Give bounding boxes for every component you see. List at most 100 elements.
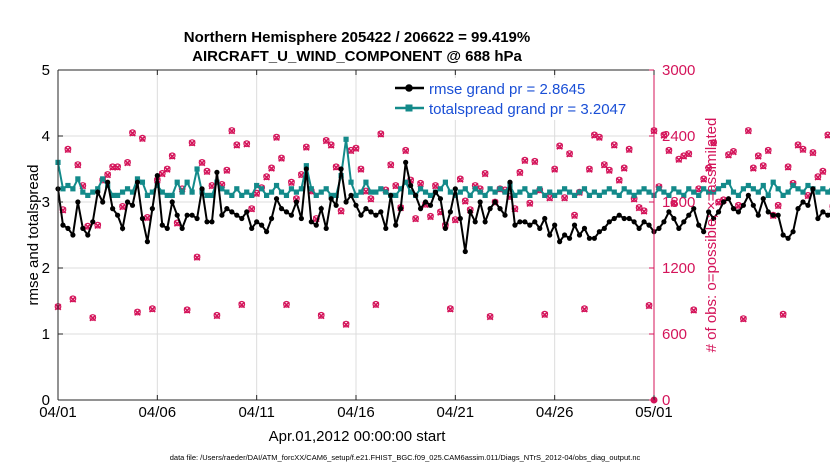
rmse-point (293, 199, 299, 205)
totalspread-point (298, 186, 304, 192)
obs-assimilated-point (372, 301, 380, 309)
obs-possible-point (819, 167, 827, 175)
obs-assimilated-point (213, 312, 221, 320)
obs-possible-point (605, 166, 613, 174)
obs-assimilated-point (402, 147, 410, 155)
obs-assimilated-point (104, 171, 112, 179)
obs-assimilated-point (481, 170, 489, 178)
obs-possible-point (203, 167, 211, 175)
rmse-point (214, 169, 220, 175)
rmse-point (735, 209, 742, 215)
totalspread-point (209, 192, 215, 198)
obs-assimilated-point (784, 163, 792, 171)
obs-assimilated-point (764, 147, 772, 155)
rmse-point (512, 222, 518, 228)
obs-assimilated-point (809, 149, 817, 157)
rmse-point (825, 212, 830, 218)
rmse-point (641, 219, 647, 225)
rmse-point (691, 206, 697, 212)
series-lines (55, 136, 830, 255)
obs-assimilated-point (352, 145, 360, 153)
rmse-point (119, 225, 126, 231)
obs-possible-point (670, 199, 678, 207)
obs-assimilated-point (754, 152, 762, 160)
obs-assimilated-point (516, 169, 524, 177)
totalspread-point (502, 189, 508, 195)
obs-possible-point (809, 149, 817, 156)
totalspread-point (353, 192, 359, 198)
totalspread-point (770, 179, 776, 185)
obs-possible-point (372, 300, 380, 308)
rmse-point (159, 222, 165, 228)
obs-possible-point (263, 173, 271, 181)
obs-assimilated-point (586, 166, 593, 173)
obs-assimilated-point (710, 139, 717, 147)
totalspread-point (462, 186, 468, 192)
obs-possible-point (610, 141, 618, 149)
obs-possible-point (402, 146, 410, 154)
totalspread-point (626, 189, 632, 195)
totalspread-point (80, 189, 86, 195)
rmse-point (636, 225, 642, 231)
rmse-point (805, 202, 811, 208)
obs-possible-point (223, 166, 231, 174)
rmse-point (462, 248, 468, 255)
totalspread-point (497, 186, 503, 192)
rmse-point (452, 186, 458, 192)
rmse-point (780, 232, 786, 238)
obs-assimilated-point (665, 147, 673, 155)
rmse-point (457, 215, 463, 222)
rmse-point (666, 209, 672, 215)
obs-assimilated-point (591, 132, 598, 139)
obs-assimilated-point (327, 141, 335, 149)
totalspread-point (283, 192, 290, 198)
rmse-point (770, 212, 776, 218)
rmse-point (90, 219, 96, 225)
totalspread-point (134, 176, 141, 182)
obs-possible-point (243, 140, 251, 148)
obs-possible-point (700, 175, 708, 183)
obs-possible-point (531, 157, 539, 165)
totalspread-point (259, 186, 265, 192)
rmse-point (447, 209, 453, 215)
x-axis-label: Apr.01,2012 00:00:00 start (269, 428, 447, 445)
totalspread-point (457, 189, 463, 195)
totalspread-point (795, 186, 801, 192)
rmse-point (229, 209, 235, 215)
rmse-point (800, 199, 806, 205)
totalspread-point (174, 179, 180, 185)
rmse-point (701, 229, 707, 235)
obs-assimilated-point (203, 168, 211, 176)
totalspread-point (562, 186, 568, 192)
rmse-point (60, 222, 66, 228)
rmse-point (388, 192, 394, 198)
totalspread-point (825, 189, 830, 195)
totalspread-point (696, 192, 702, 198)
legend: rmse grand pr = 2.8645 totalspread grand… (391, 78, 651, 120)
totalspread-point (333, 192, 339, 198)
obs-possible-point (744, 127, 752, 134)
obs-possible-point (322, 136, 330, 144)
obs-assimilated-point (149, 305, 156, 313)
totalspread-point (403, 179, 409, 185)
obs-assimilated-point (248, 205, 256, 213)
totalspread-point (666, 192, 672, 198)
rmse-point (129, 202, 136, 208)
obs-possible-point (566, 150, 573, 158)
totalspread-point (442, 179, 448, 185)
rmse-point (403, 159, 409, 165)
obs-possible-point (561, 194, 568, 202)
y-left-tick-label: 0 (42, 392, 50, 409)
obs-assimilated-point (680, 152, 688, 160)
obs-possible-point (268, 164, 275, 172)
y-left-tick-label: 2 (42, 260, 50, 277)
obs-assimilated-point (322, 137, 330, 145)
rmse-point (303, 166, 309, 172)
obs-assimilated-point (759, 162, 767, 170)
obs-assimilated-point (139, 135, 146, 143)
totalspread-point (139, 179, 146, 185)
rmse-point (497, 206, 503, 212)
totalspread-point (452, 192, 458, 198)
rmse-point (517, 219, 523, 225)
rmse-point (363, 206, 369, 212)
